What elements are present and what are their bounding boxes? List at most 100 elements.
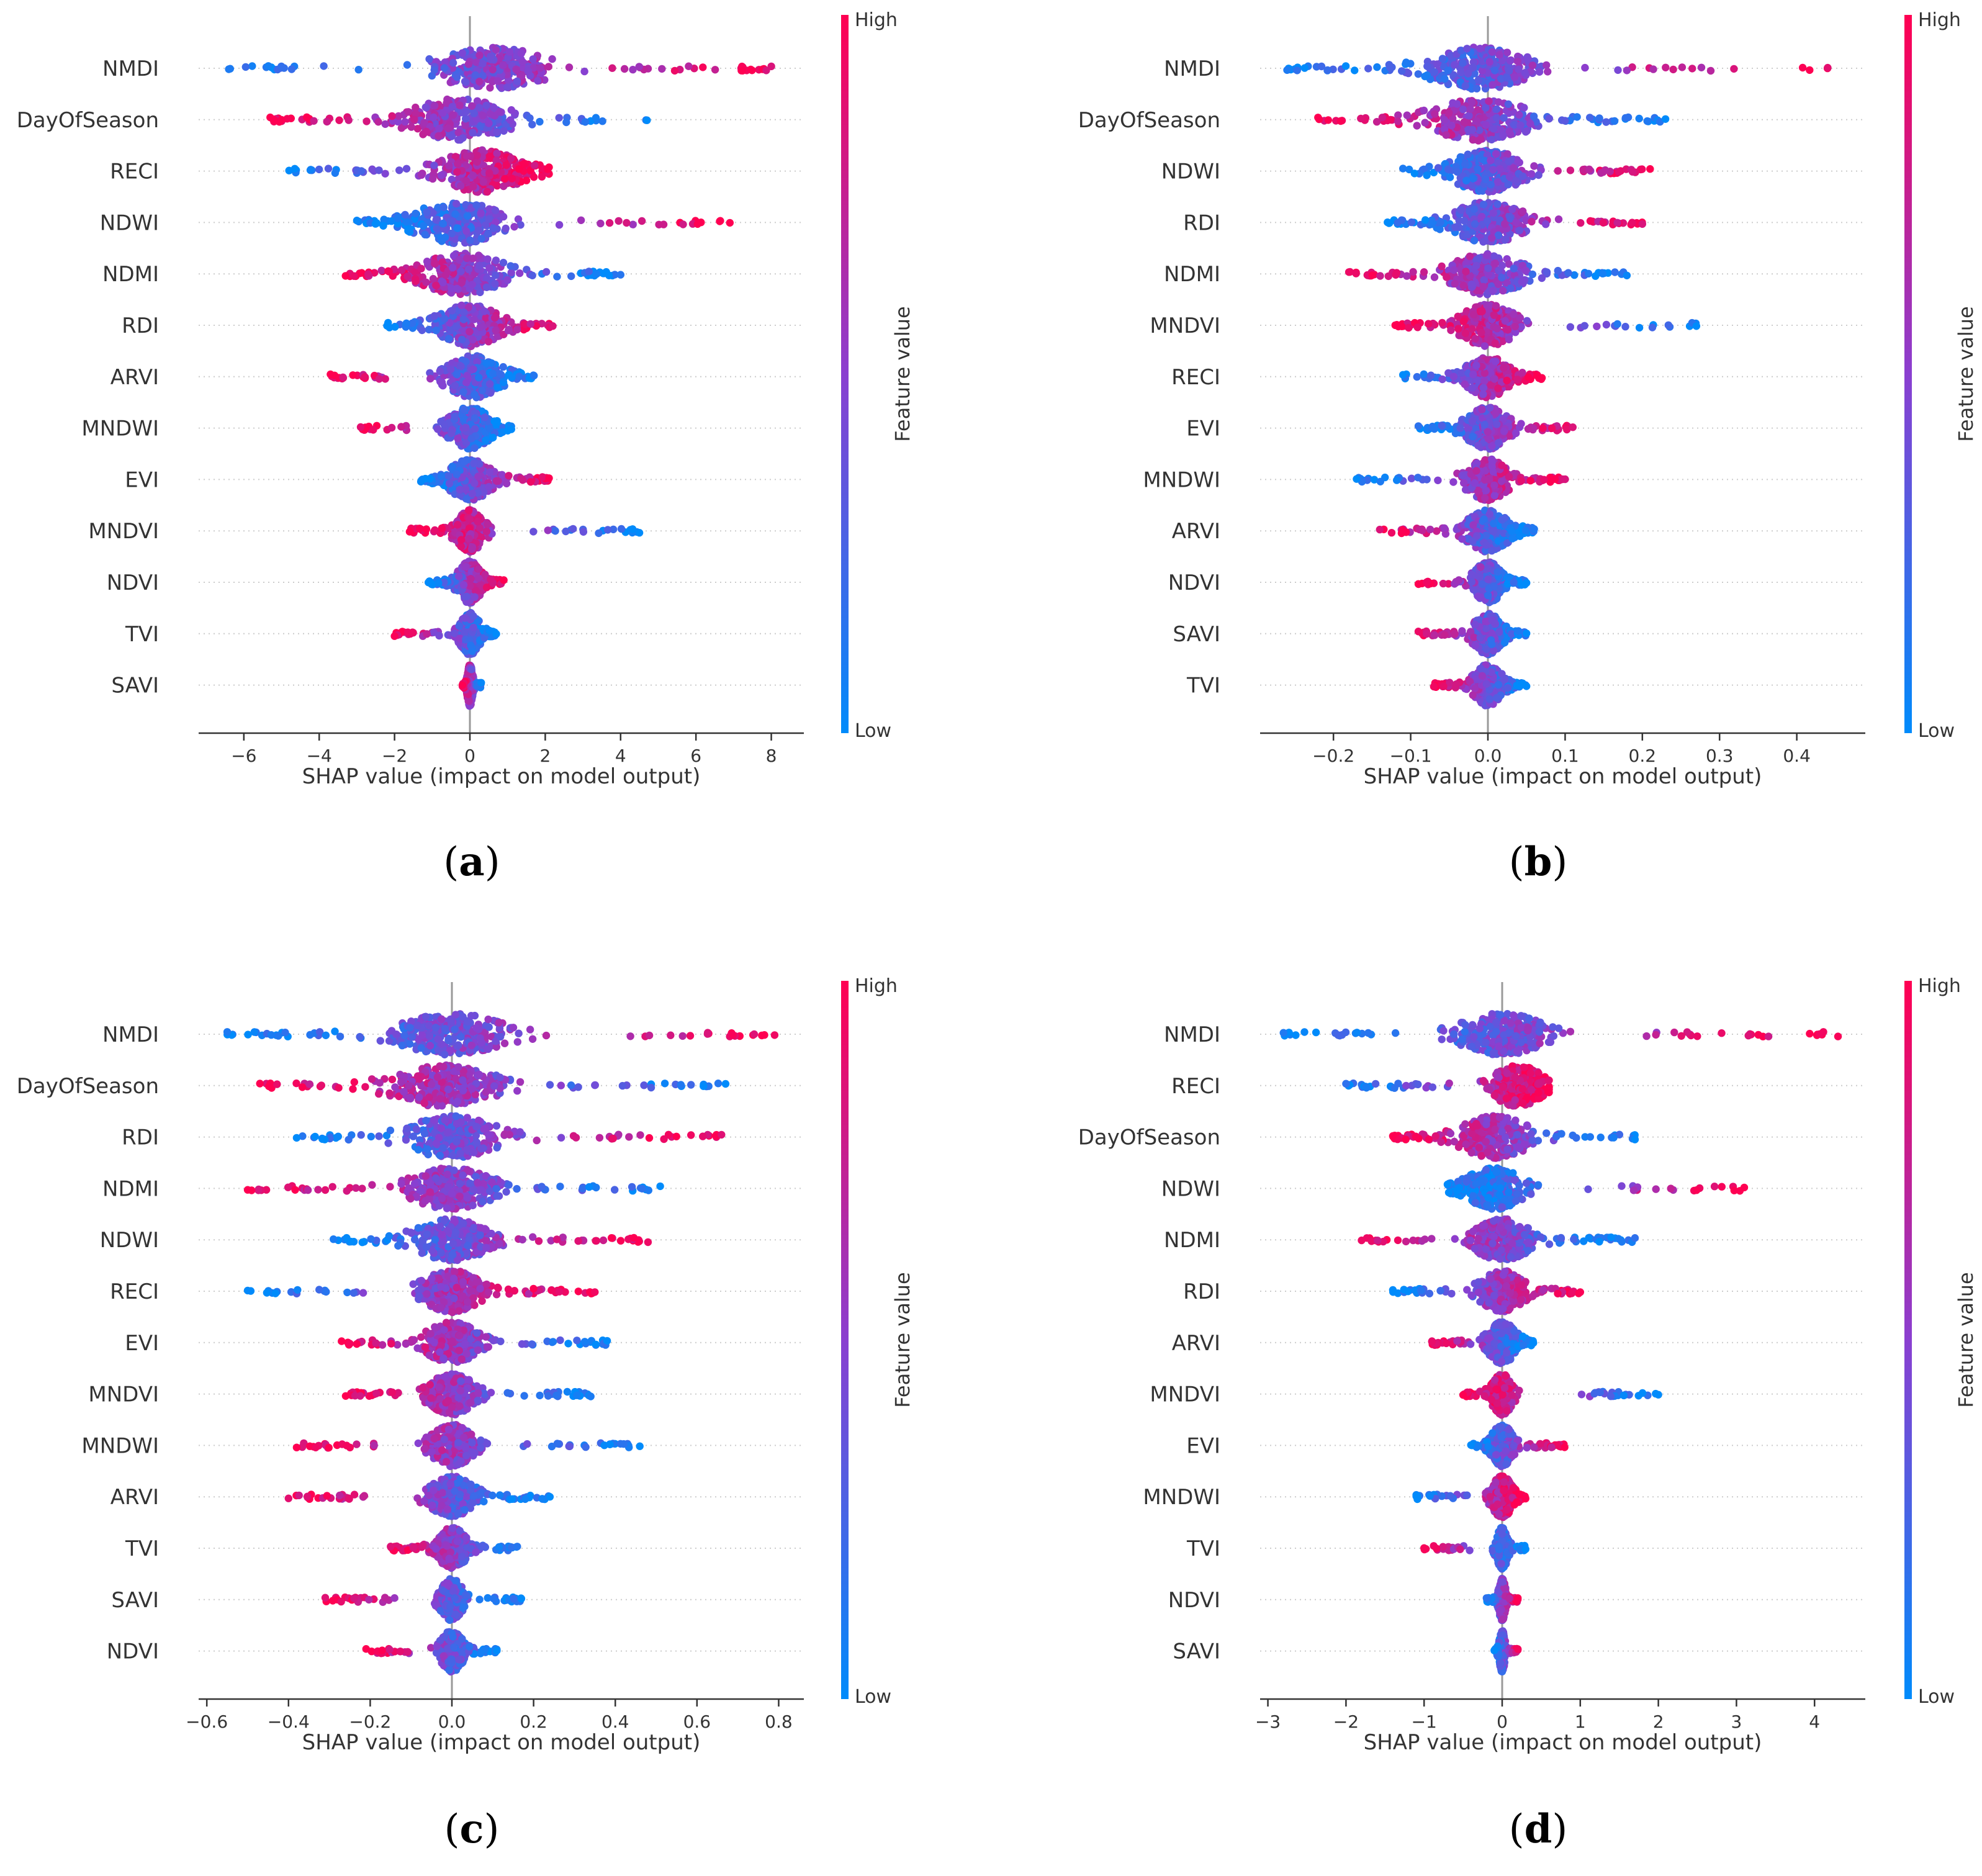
- shap-point: [438, 378, 446, 386]
- shap-point: [1398, 67, 1406, 75]
- shap-point: [480, 413, 489, 422]
- shap-point: [553, 273, 561, 281]
- shap-point: [1485, 58, 1493, 66]
- x-tick-label: 8: [766, 746, 777, 766]
- shap-point: [420, 119, 428, 127]
- shap-point: [500, 576, 508, 584]
- shap-point: [422, 127, 431, 136]
- shap-point: [1324, 116, 1332, 124]
- shap-point: [439, 220, 447, 228]
- shap-point: [1488, 48, 1496, 56]
- shap-point: [1341, 62, 1350, 70]
- shap-point: [565, 63, 574, 71]
- shap-point: [459, 315, 468, 323]
- shap-point: [1468, 99, 1476, 107]
- shap-point: [397, 266, 406, 274]
- shap-point: [475, 104, 483, 112]
- shap-point: [492, 218, 500, 226]
- shap-point: [493, 150, 501, 158]
- shap-point: [451, 153, 460, 161]
- shap-point: [475, 78, 484, 86]
- shap-point: [492, 46, 500, 54]
- shap-point: [331, 169, 340, 177]
- shap-point: [493, 384, 502, 392]
- shap-point: [457, 536, 466, 544]
- shap-point: [436, 367, 444, 376]
- shap-point: [345, 116, 353, 124]
- shap-point: [1646, 165, 1654, 173]
- shap-point: [513, 77, 521, 86]
- shap-point: [603, 526, 612, 534]
- shap-point: [491, 206, 500, 215]
- shap-point: [1492, 150, 1500, 158]
- shap-point: [1520, 104, 1528, 112]
- shap-point: [530, 371, 538, 380]
- shap-point: [1283, 66, 1291, 74]
- feature-label: EVI: [1186, 417, 1220, 441]
- shap-point: [1469, 174, 1477, 183]
- shap-point: [477, 122, 485, 130]
- shap-point: [1385, 63, 1394, 71]
- shap-point: [469, 171, 477, 179]
- shap-point: [487, 52, 495, 61]
- shap-point: [521, 160, 529, 168]
- shap-point: [1460, 118, 1468, 126]
- shap-point: [381, 169, 389, 178]
- shap-point: [1529, 112, 1538, 120]
- shap-point: [485, 468, 494, 476]
- shap-point: [482, 283, 491, 291]
- feature-label: MNDVI: [1150, 313, 1220, 338]
- shap-point: [505, 325, 513, 334]
- shap-point: [369, 426, 377, 434]
- shap-point: [1464, 70, 1472, 78]
- shap-point: [449, 59, 457, 67]
- shap-point: [1293, 66, 1301, 74]
- shap-point: [462, 227, 471, 235]
- shap-point: [447, 132, 456, 140]
- shap-point: [483, 274, 491, 282]
- shap-point: [502, 224, 510, 233]
- shap-point: [287, 65, 296, 73]
- shap-point: [500, 127, 508, 135]
- shap-point: [489, 369, 497, 377]
- shap-point: [605, 219, 614, 227]
- shap-point: [1459, 106, 1467, 114]
- shap-point: [476, 288, 484, 297]
- shap-point: [383, 322, 391, 330]
- shap-point: [1601, 166, 1610, 174]
- shap-point: [1387, 115, 1395, 124]
- shap-point: [457, 301, 466, 310]
- shap-point: [485, 483, 493, 491]
- shap-point: [402, 218, 410, 226]
- shap-point: [440, 64, 449, 72]
- shap-point: [377, 266, 385, 274]
- shap-point: [1323, 66, 1331, 74]
- shap-point: [425, 579, 433, 587]
- shap-point: [463, 212, 472, 220]
- shap-point: [454, 521, 462, 529]
- shap-point: [395, 166, 403, 174]
- shap-point: [528, 120, 536, 129]
- feature-label: ARVI: [1172, 519, 1220, 544]
- shap-point: [629, 220, 637, 228]
- shap-point: [1442, 131, 1450, 139]
- beeswarm-SAVI: [458, 661, 485, 710]
- shap-point: [1530, 162, 1538, 170]
- shap-point: [477, 209, 485, 217]
- shap-point: [1527, 170, 1536, 178]
- shap-point: [320, 62, 328, 70]
- shap-point: [285, 166, 293, 174]
- shap-point: [716, 217, 724, 225]
- feature-label: MNDWI: [81, 417, 159, 441]
- shap-point: [422, 278, 430, 286]
- shap-point: [538, 473, 546, 481]
- shap-point: [1487, 156, 1495, 165]
- feature-label: NDWI: [1161, 160, 1220, 184]
- shap-point: [471, 425, 479, 433]
- shap-point: [485, 264, 493, 272]
- shap-point: [1469, 63, 1477, 71]
- shap-point: [492, 256, 500, 264]
- shap-point: [1459, 59, 1467, 67]
- shap-point: [467, 575, 475, 583]
